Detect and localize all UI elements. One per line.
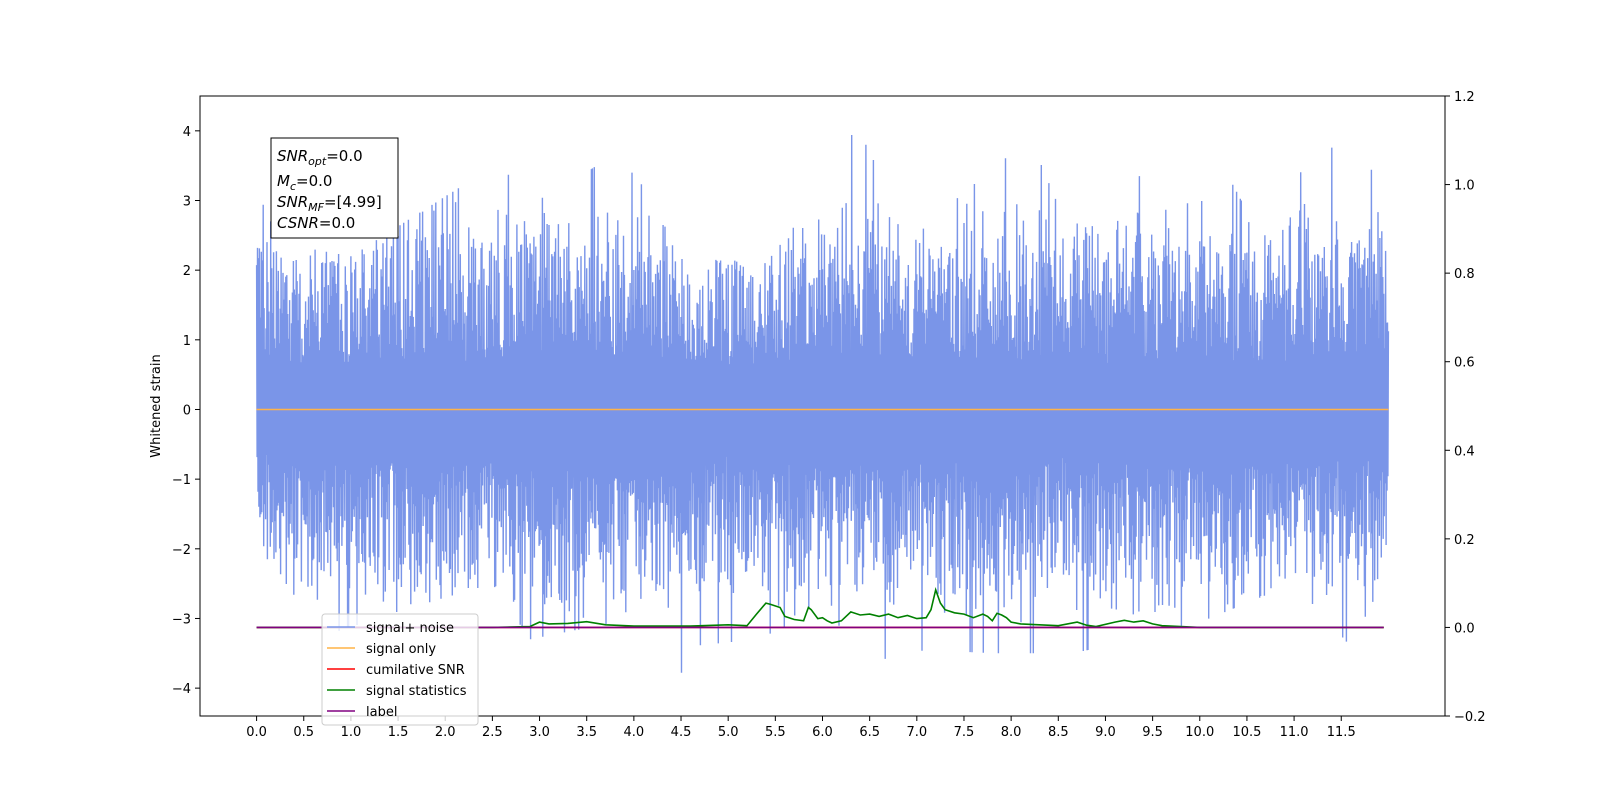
x-tick-label: 8.0 — [1001, 725, 1022, 740]
y-tick-label: −1 — [172, 473, 191, 488]
legend-label: cumilative SNR — [366, 663, 465, 678]
x-tick-label: 4.5 — [671, 725, 692, 740]
x-tick-label: 9.0 — [1095, 725, 1116, 740]
x-tick-label: 1.5 — [388, 725, 409, 740]
y2-tick-label: 0.8 — [1454, 267, 1475, 282]
x-tick-label: 2.5 — [482, 725, 503, 740]
y2-tick-label: 0.2 — [1454, 533, 1475, 548]
y-tick-label: −2 — [172, 543, 191, 558]
x-tick-label: 10.0 — [1185, 725, 1214, 740]
y2-tick-label: 1.0 — [1454, 179, 1475, 194]
y2-tick-label: 0.4 — [1454, 444, 1475, 459]
legend: signal+ noise signal only cumilative SNR si… — [321, 613, 479, 726]
annotation-snr-opt: SNRopt=0.0 — [277, 147, 363, 168]
legend-label: label — [366, 705, 397, 720]
annotation-csnr: CSNR=0.0 — [277, 214, 355, 232]
x-tick-label: 6.5 — [859, 725, 880, 740]
y2-tick-label: 1.2 — [1454, 90, 1475, 105]
y2-tick-label: 0.6 — [1454, 356, 1475, 371]
legend-label: signal+ noise — [366, 621, 454, 636]
y-tick-label: 3 — [183, 194, 191, 209]
x-tick-label: 11.0 — [1280, 725, 1309, 740]
series-signal-statistics-line — [256, 586, 1384, 629]
y-axis-left: 4 3 2 1 0 −1 −2 −3 −4 — [172, 125, 200, 697]
x-tick-label: 7.5 — [954, 725, 975, 740]
plot-area — [255, 134, 1390, 673]
y-tick-label: 0 — [183, 403, 191, 418]
annotation-frame — [270, 137, 399, 239]
x-tick-label: 3.0 — [529, 725, 550, 740]
x-tick-label: 1.0 — [341, 725, 362, 740]
y2-tick-label: 0.0 — [1454, 621, 1475, 636]
legend-frame — [321, 613, 479, 726]
x-tick-label: 0.0 — [246, 725, 267, 740]
x-tick-label: 2.0 — [435, 725, 456, 740]
y-axis-right: 1.2 1.0 0.8 0.6 0.4 0.2 0.0 −0.2 — [1445, 90, 1486, 725]
x-tick-label: 5.0 — [718, 725, 739, 740]
legend-label: signal statistics — [366, 684, 467, 699]
annotation-snr-mf: SNRMF=[4.99] — [277, 193, 382, 214]
x-tick-label: 5.5 — [765, 725, 786, 740]
y-axis-label: Whitened strain — [149, 354, 164, 457]
x-tick-label: 4.0 — [624, 725, 645, 740]
annotation-box: SNRopt=0.0 Mc=0.0 SNRMF=[4.99] CSNR=0.0 — [270, 137, 399, 239]
x-tick-label: 10.5 — [1232, 725, 1261, 740]
y-tick-label: 2 — [183, 264, 191, 279]
x-tick-label: 11.5 — [1327, 725, 1356, 740]
y-tick-label: −4 — [172, 682, 191, 697]
y2-tick-label: −0.2 — [1454, 710, 1486, 725]
y-tick-label: −3 — [172, 612, 191, 627]
legend-label: signal only — [366, 642, 436, 657]
x-tick-label: 7.0 — [906, 725, 927, 740]
series-signal-noise-line — [255, 134, 1390, 673]
x-axis: 0.0 0.5 1.0 1.5 2.0 2.5 3.0 3.5 4.0 4.5 5.0 5.5 6.0 6… — [246, 716, 1356, 740]
y-tick-label: 1 — [183, 334, 191, 349]
y-tick-label: 4 — [183, 125, 191, 140]
x-tick-label: 0.5 — [293, 725, 314, 740]
annotation-mc: Mc=0.0 — [277, 172, 332, 193]
x-tick-label: 9.5 — [1142, 725, 1163, 740]
x-tick-label: 8.5 — [1048, 725, 1069, 740]
x-tick-label: 3.5 — [576, 725, 597, 740]
x-tick-label: 6.0 — [812, 725, 833, 740]
